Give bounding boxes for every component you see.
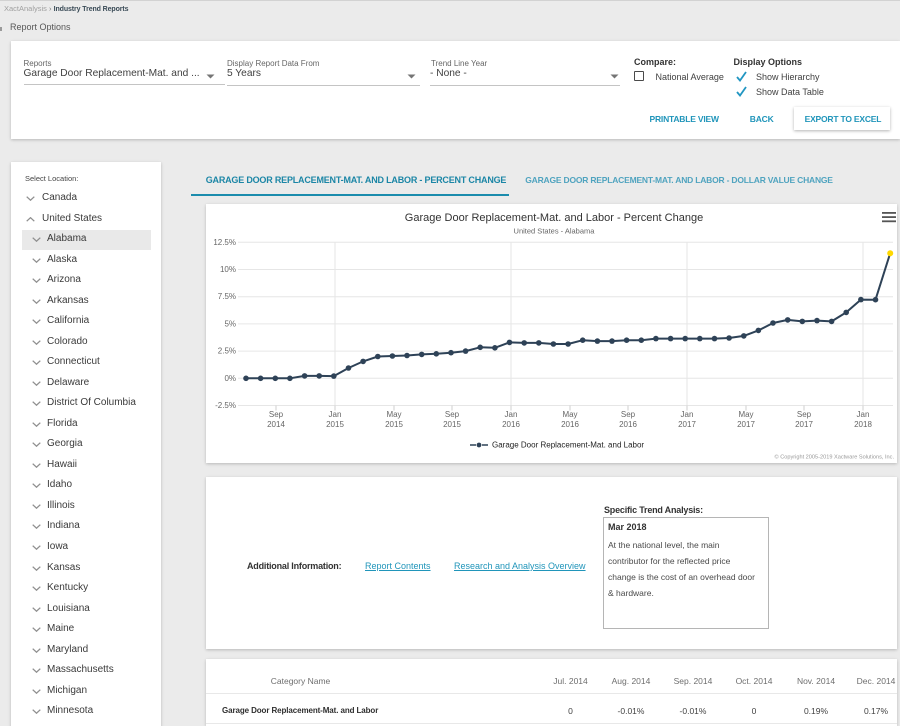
svg-text:May: May xyxy=(562,410,577,419)
svg-text:10%: 10% xyxy=(220,265,236,274)
svg-text:May: May xyxy=(386,410,401,419)
svg-text:2015: 2015 xyxy=(443,420,461,429)
svg-text:2017: 2017 xyxy=(678,420,696,429)
svg-text:2016: 2016 xyxy=(502,420,520,429)
svg-text:2015: 2015 xyxy=(326,420,344,429)
svg-text:Sep: Sep xyxy=(269,410,284,419)
svg-text:© Copyright 2005-2019 Xactware: © Copyright 2005-2019 Xactware Solutions… xyxy=(775,454,895,461)
svg-text:2018: 2018 xyxy=(854,420,872,429)
svg-text:5%: 5% xyxy=(224,319,236,328)
svg-text:Sep: Sep xyxy=(797,410,812,419)
svg-text:Sep: Sep xyxy=(621,410,636,419)
svg-text:2016: 2016 xyxy=(619,420,637,429)
svg-text:12.5%: 12.5% xyxy=(213,238,236,247)
svg-text:2014: 2014 xyxy=(267,420,285,429)
svg-text:7.5%: 7.5% xyxy=(218,292,236,301)
svg-text:United States - Alabama: United States - Alabama xyxy=(514,227,596,236)
svg-text:2.5%: 2.5% xyxy=(218,347,236,356)
svg-text:2017: 2017 xyxy=(795,420,813,429)
svg-text:Garage Door Replacement-Mat. a: Garage Door Replacement-Mat. and Labor -… xyxy=(405,212,703,224)
svg-text:0%: 0% xyxy=(224,374,236,383)
svg-text:Jan: Jan xyxy=(857,410,870,419)
svg-text:Sep: Sep xyxy=(445,410,460,419)
svg-text:2017: 2017 xyxy=(737,420,755,429)
svg-text:2016: 2016 xyxy=(561,420,579,429)
svg-text:Garage Door Replacement-Mat. a: Garage Door Replacement-Mat. and Labor xyxy=(492,441,644,450)
svg-text:-2.5%: -2.5% xyxy=(215,401,236,410)
svg-text:Jan: Jan xyxy=(505,410,518,419)
svg-text:Jan: Jan xyxy=(329,410,342,419)
svg-text:May: May xyxy=(738,410,753,419)
svg-text:2015: 2015 xyxy=(385,420,403,429)
svg-text:Jan: Jan xyxy=(681,410,694,419)
